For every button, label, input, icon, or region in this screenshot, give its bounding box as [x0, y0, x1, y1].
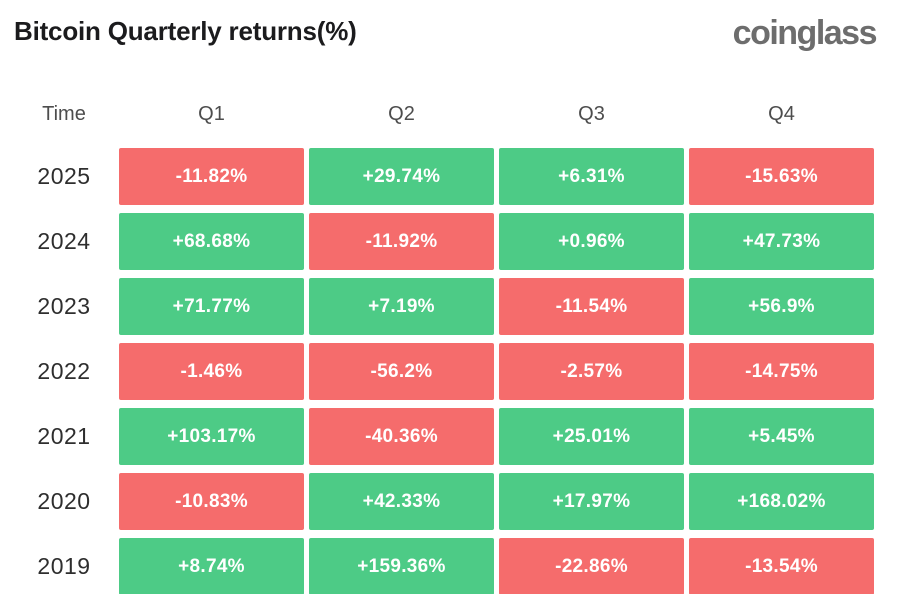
return-cell: -2.57%: [499, 343, 684, 400]
return-cell: +6.31%: [499, 148, 684, 205]
table-row: 2022 -1.46% -56.2% -2.57% -14.75%: [0, 343, 898, 400]
return-cell: -56.2%: [309, 343, 494, 400]
return-cell: -11.82%: [119, 148, 304, 205]
page-title: Bitcoin Quarterly returns(%): [14, 16, 357, 46]
return-cell: +17.97%: [499, 473, 684, 530]
returns-table: 2025 -11.82% +29.74% +6.31% -15.63% 2024…: [0, 148, 898, 594]
year-label: 2023: [37, 293, 91, 319]
q1-column-header: Q1: [198, 103, 225, 125]
return-cell: -40.36%: [309, 408, 494, 465]
coinglass-logo[interactable]: coinglass: [732, 14, 878, 52]
year-label: 2022: [37, 358, 91, 384]
q4-column-header: Q4: [768, 103, 795, 125]
return-cell: +47.73%: [689, 213, 874, 270]
return-cell: +29.74%: [309, 148, 494, 205]
return-cell: +0.96%: [499, 213, 684, 270]
table-row: 2024 +68.68% -11.92% +0.96% +47.73%: [0, 213, 898, 270]
return-cell: +25.01%: [499, 408, 684, 465]
return-cell: +103.17%: [119, 408, 304, 465]
topbar: Bitcoin Quarterly returns(%) coinglass: [0, 0, 898, 53]
year-label: 2024: [37, 228, 91, 254]
table-row: 2023 +71.77% +7.19% -11.54% +56.9%: [0, 278, 898, 335]
year-label: 2020: [37, 488, 91, 514]
return-cell: +7.19%: [309, 278, 494, 335]
table-row: 2021 +103.17% -40.36% +25.01% +5.45%: [0, 408, 898, 465]
return-cell: -15.63%: [689, 148, 874, 205]
return-cell: -13.54%: [689, 538, 874, 594]
return-cell: +71.77%: [119, 278, 304, 335]
table-header-row: Time Q1 Q2 Q3 Q4: [0, 103, 898, 125]
return-cell: +168.02%: [689, 473, 874, 530]
time-column-header: Time: [42, 103, 86, 125]
return-cell: -11.54%: [499, 278, 684, 335]
return-cell: +56.9%: [689, 278, 874, 335]
return-cell: -11.92%: [309, 213, 494, 270]
year-label: 2021: [37, 423, 91, 449]
table-row: 2019 +8.74% +159.36% -22.86% -13.54%: [0, 538, 898, 594]
return-cell: +68.68%: [119, 213, 304, 270]
q3-column-header: Q3: [578, 103, 605, 125]
year-label: 2019: [37, 553, 91, 579]
return-cell: +159.36%: [309, 538, 494, 594]
return-cell: +42.33%: [309, 473, 494, 530]
table-row: 2025 -11.82% +29.74% +6.31% -15.63%: [0, 148, 898, 205]
return-cell: -22.86%: [499, 538, 684, 594]
return-cell: -10.83%: [119, 473, 304, 530]
year-label: 2025: [37, 163, 91, 189]
return-cell: -1.46%: [119, 343, 304, 400]
return-cell: -14.75%: [689, 343, 874, 400]
return-cell: +8.74%: [119, 538, 304, 594]
table-row: 2020 -10.83% +42.33% +17.97% +168.02%: [0, 473, 898, 530]
return-cell: +5.45%: [689, 408, 874, 465]
q2-column-header: Q2: [388, 103, 415, 125]
